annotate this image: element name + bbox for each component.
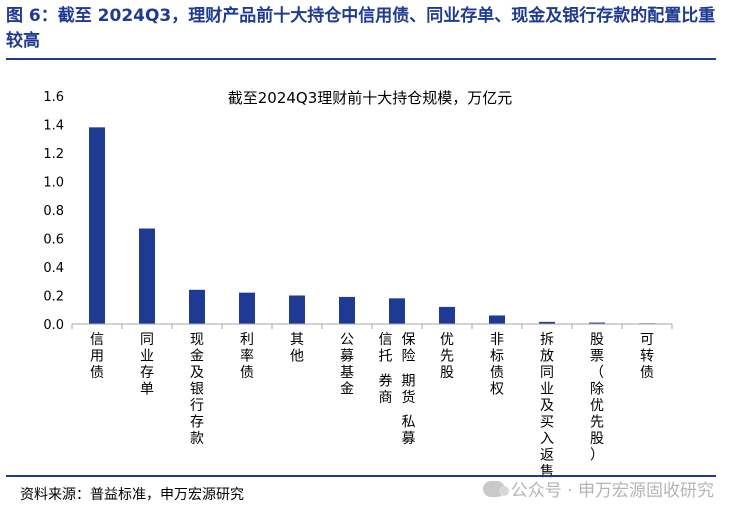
bar xyxy=(339,296,355,324)
bar xyxy=(389,298,405,324)
bar xyxy=(139,228,155,324)
x-tick-label-text: 非标债权 xyxy=(490,332,504,398)
x-tick-label-text: 其他 xyxy=(290,332,304,365)
bar xyxy=(89,127,105,324)
watermark-text: 公众号 · 申万宏源固收研究 xyxy=(510,481,714,501)
bar xyxy=(589,322,605,324)
y-tick-label: 0.2 xyxy=(43,290,64,305)
x-tick-label: 非标债权 xyxy=(490,332,504,398)
watermark: 公众号 · 申万宏源固收研究 xyxy=(482,476,714,501)
y-tick-label: 0.8 xyxy=(43,204,64,219)
x-tick-label-text: 利率债 xyxy=(240,332,254,381)
x-tick-label: 公募基金 xyxy=(340,332,354,398)
x-tick-label-text: 信托券商 xyxy=(379,332,393,406)
x-tick-label: 拆放同业及买入返售 xyxy=(540,332,554,480)
x-tick-label: 信用债 xyxy=(90,332,104,381)
bar xyxy=(539,321,555,324)
top-divider xyxy=(6,58,716,60)
bar xyxy=(289,295,305,324)
x-tick-label-text: 可转债 xyxy=(640,332,654,381)
x-tick-label: 利率债 xyxy=(240,332,254,381)
x-tick-label: 股票（除优先股） xyxy=(590,332,604,464)
x-tick-label: 可转债 xyxy=(640,332,654,381)
bar xyxy=(239,292,255,324)
x-tick-label-text: 优先股 xyxy=(440,332,454,381)
y-tick-label: 0.0 xyxy=(43,318,64,333)
x-tick-label-text: 拆放同业及买入返售 xyxy=(540,332,554,480)
x-tick-label-text: 信用债 xyxy=(90,332,104,381)
y-tick-label: 1.4 xyxy=(43,119,64,134)
wechat-icon xyxy=(482,480,509,497)
bar xyxy=(189,289,205,324)
bottom-divider xyxy=(6,475,716,477)
x-tick-label: 现金及银行存款 xyxy=(190,332,204,447)
source-note: 资料来源：普益标准，申万宏源研究 xyxy=(20,487,244,503)
y-tick-label: 1.2 xyxy=(43,147,64,162)
y-tick-label: 0.6 xyxy=(43,233,64,248)
y-tick-label: 0.4 xyxy=(43,261,64,276)
bars-group xyxy=(89,127,655,324)
x-tick-label-text: 股票（除优先股） xyxy=(590,332,604,464)
x-tick-label-text: 同业存单 xyxy=(140,332,154,398)
y-tick-label: 1.0 xyxy=(43,176,64,191)
figure-title: 图 6：截至 2024Q3，理财产品前十大持仓中信用债、同业存单、现金及银行存款… xyxy=(6,6,716,51)
x-tick-label: 同业存单 xyxy=(140,332,154,398)
y-axis: 0.0 0.2 0.4 0.6 0.8 1.0 1.2 1.4 1.6 xyxy=(43,90,64,333)
bar xyxy=(439,306,455,324)
y-tick-label: 1.6 xyxy=(43,90,64,105)
x-tick-label-text: 公募基金 xyxy=(340,332,354,398)
chart-title: 截至2024Q3理财前十大持仓规模，万亿元 xyxy=(228,89,513,107)
x-tick-label: 其他 xyxy=(290,332,304,365)
x-tick-label-text: 现金及银行存款 xyxy=(190,332,204,447)
bar xyxy=(489,315,505,324)
x-tick-label: 优先股 xyxy=(440,332,454,381)
x-tick-label-text: 保险期货私募 xyxy=(402,332,416,447)
